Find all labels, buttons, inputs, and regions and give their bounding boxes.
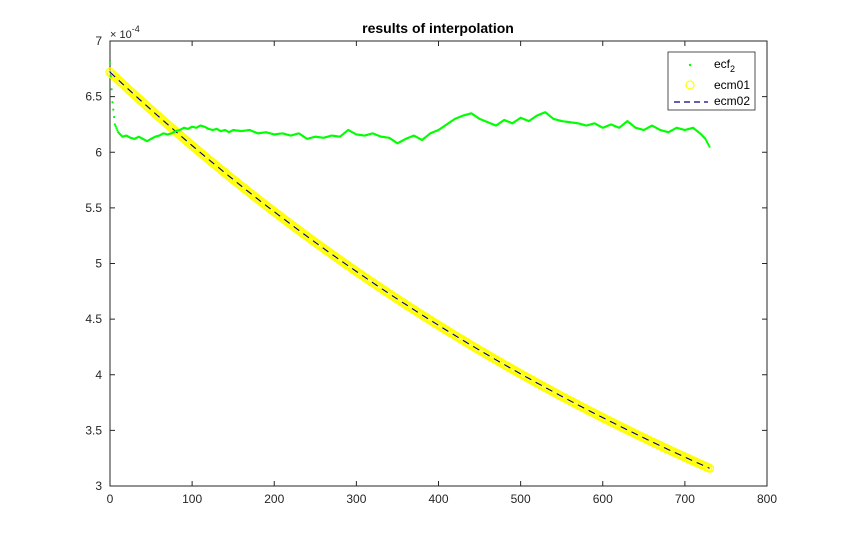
ecf2-point — [114, 125, 117, 128]
ecf2-point — [111, 101, 114, 104]
ecm01-point — [123, 84, 133, 94]
legend-label-ecf2: ecf2 — [714, 57, 735, 74]
y-tick-label: 6.5 — [85, 90, 102, 104]
y-tick-label: 7 — [95, 34, 102, 48]
ecf2-point — [110, 88, 113, 91]
y-tick-label: 4.5 — [85, 312, 102, 326]
ecf2-point — [116, 129, 119, 132]
ecf2-point — [708, 145, 711, 148]
ecm01-point — [115, 76, 125, 86]
x-tick-label: 500 — [511, 492, 531, 506]
legend-label-ecm01: ecm01 — [714, 78, 750, 92]
ecf2-point — [113, 115, 116, 119]
legend-label-ecm02: ecm02 — [714, 94, 750, 108]
ecm01-point — [118, 79, 128, 90]
ecm01-point — [704, 463, 715, 473]
ecf2-point — [112, 108, 115, 111]
chart-title: results of interpolation — [362, 20, 514, 36]
y-exponent-label: × 10-4 — [110, 24, 140, 41]
x-tick-label: 400 — [428, 492, 448, 506]
ecf2-point — [109, 75, 112, 78]
series-ecm01 — [105, 67, 715, 473]
legend-marker-ecf2 — [688, 63, 692, 67]
ecm01-point — [120, 81, 130, 91]
ecf2-point — [108, 62, 112, 65]
axis-ticks: 0 100 200 300 400 500 600 700 800 3 3.5 4 4.5 5 5.5 6 6.… — [85, 34, 777, 506]
x-tick-label: 300 — [346, 492, 366, 506]
y-tick-label: 5 — [95, 257, 102, 271]
ecm01-point — [113, 75, 123, 85]
x-tick-label: 100 — [182, 492, 202, 506]
y-tick-label: 4 — [95, 368, 102, 382]
x-tick-label: 800 — [757, 492, 777, 506]
series-ecf2 — [108, 62, 711, 148]
x-tick-label: 700 — [675, 492, 695, 506]
ecm01-point — [111, 73, 122, 83]
series-ecm02-line — [109, 71, 710, 469]
ecf2-point — [115, 127, 118, 130]
ecm01-point — [116, 78, 127, 88]
ecm01-point — [125, 85, 135, 96]
ecm01-point — [107, 69, 117, 79]
y-tick-label: 6 — [95, 145, 102, 159]
legend-marker-ecm01 — [685, 80, 695, 90]
ecf2-point — [113, 123, 117, 126]
x-tick-label: 600 — [593, 492, 613, 506]
y-tick-label: 3 — [95, 479, 102, 493]
x-tick-label: 0 — [107, 492, 114, 506]
ecm01-point — [121, 82, 132, 93]
legend-box — [667, 51, 756, 111]
series-layer — [105, 62, 715, 473]
x-tick-label: 200 — [264, 492, 284, 506]
ecm01-point — [108, 70, 118, 80]
y-tick-label: 3.5 — [85, 423, 102, 437]
y-tick-label: 5.5 — [85, 201, 102, 215]
plot-area — [109, 40, 768, 487]
legend: ecf2 ecm01 ecm02 — [667, 51, 756, 111]
